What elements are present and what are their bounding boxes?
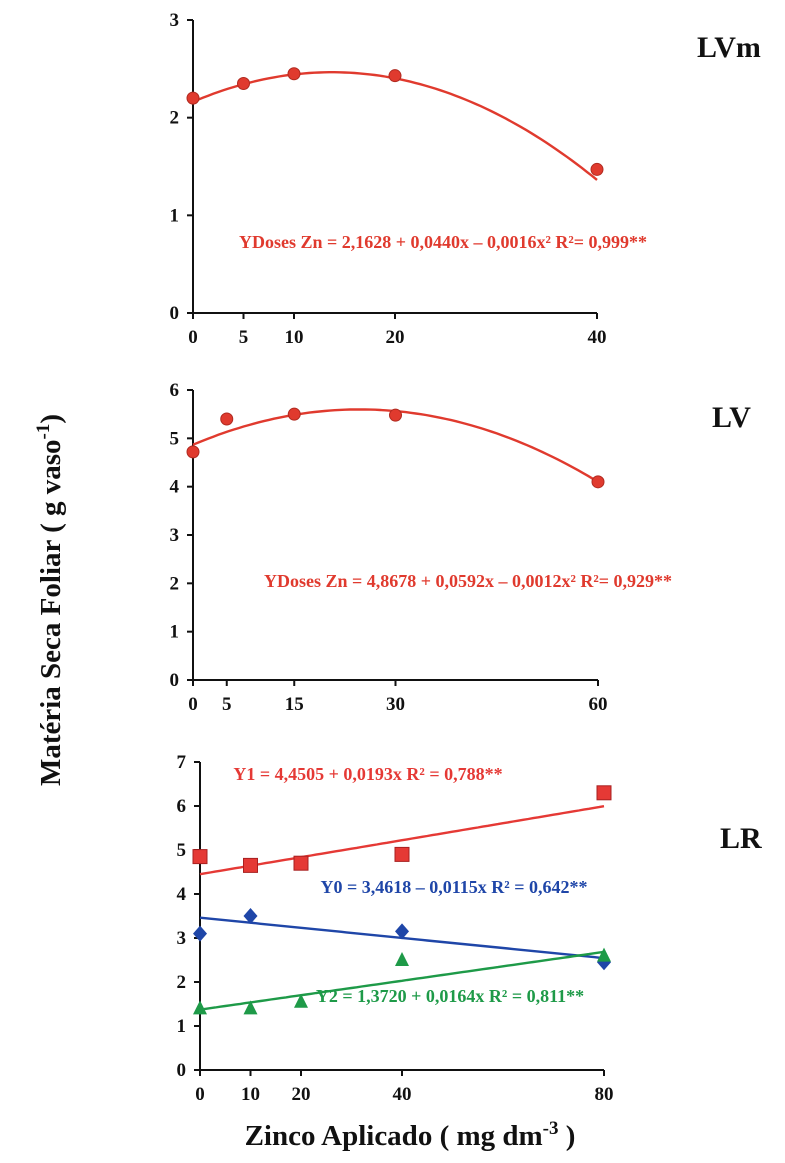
x-axis-title-sup: -3 [543, 1118, 559, 1139]
y-tick-label: 1 [170, 205, 180, 226]
data-point-LV [186, 445, 200, 459]
y-tick-label: 1 [170, 622, 180, 643]
fit-line-Y2 [199, 950, 605, 1011]
y-tick-label: 4 [170, 477, 180, 498]
equation-Y2: Y2 = 1,3720 + 0,0164x R² = 0,811** [316, 986, 584, 1006]
x-axis-title-text: Zinco Aplicado ( mg dm [245, 1120, 543, 1152]
y-tick-label: 2 [170, 108, 180, 129]
fit-line-LVm [192, 71, 598, 181]
x-tick-label: 30 [386, 694, 405, 715]
equation-Y0: Y0 = 3,4618 – 0,0115x R² = 0,642** [321, 877, 588, 897]
y-axis-title-sup: -1 [33, 424, 54, 440]
data-point-Y2 [597, 947, 611, 962]
x-axis-title: Zinco Aplicado ( mg dm-3 ) [245, 1118, 576, 1152]
x-tick-label: 0 [188, 694, 198, 715]
x-tick-label: 0 [195, 1084, 205, 1105]
y-tick-label: 3 [170, 525, 180, 546]
data-point-Y2 [243, 1000, 258, 1015]
data-point-Y0 [243, 908, 258, 924]
y-tick-label: 3 [170, 10, 180, 31]
x-tick-label: 60 [589, 694, 608, 715]
y-tick-label: 6 [170, 380, 180, 401]
equation-LVm: YDoses Zn = 2,1628 + 0,0440x – 0,0016x² … [239, 232, 647, 252]
y-tick-label: 2 [170, 573, 180, 594]
data-point-LV [389, 408, 402, 422]
equation-Y1: Y1 = 4,4505 + 0,0193x R² = 0,788** [233, 764, 502, 784]
panel-label: LVm [697, 31, 761, 64]
x-tick-label: 15 [285, 694, 304, 715]
x-tick-label: 10 [285, 327, 304, 348]
y-axis-title-text: Matéria Seca Foliar ( g vaso [35, 439, 67, 786]
panel-label: LV [712, 401, 751, 434]
data-point-LVm [388, 69, 402, 83]
data-point-Y1 [293, 855, 309, 871]
data-point-Y0 [395, 923, 409, 940]
y-tick-label: 7 [177, 752, 187, 773]
x-tick-label: 5 [239, 327, 249, 348]
y-tick-label: 1 [177, 1016, 187, 1037]
x-tick-label: 0 [188, 327, 198, 348]
x-tick-label: 80 [595, 1084, 614, 1105]
y-tick-label: 3 [177, 928, 187, 949]
y-tick-label: 4 [177, 884, 187, 905]
data-point-Y2 [395, 952, 409, 966]
data-point-Y2 [294, 993, 308, 1008]
data-point-Y2 [193, 1000, 207, 1015]
data-point-LV [287, 407, 301, 421]
data-point-LVm [186, 91, 200, 105]
x-tick-label: 10 [241, 1084, 260, 1105]
data-point-Y1 [243, 857, 258, 873]
data-point-Y1 [192, 849, 208, 865]
x-axis-title-end: ) [559, 1120, 576, 1152]
data-point-Y0 [193, 925, 207, 942]
x-tick-label: 20 [292, 1084, 311, 1105]
y-tick-label: 6 [177, 796, 187, 817]
panel-LVm: 0 1 2 3 0 5 10 20 40 LVm YDoses Zn = 2,1628 + 0,04… [170, 10, 761, 348]
data-point-LVm [287, 67, 301, 81]
panel-label: LR [720, 822, 762, 855]
y-tick-label: 5 [177, 840, 187, 861]
y-tick-label: 0 [170, 670, 180, 691]
y-axis-title-end: ) [35, 414, 67, 424]
panel-LR: 0 1 2 3 4 5 6 7 0 10 20 40 80 LR Y1 = 4,4505 + 0,0193x… [177, 752, 763, 1105]
data-point-LVm [590, 162, 604, 176]
x-tick-label: 5 [222, 694, 232, 715]
y-tick-label: 0 [177, 1060, 187, 1081]
fit-line-Y1 [199, 805, 605, 876]
data-point-Y1 [596, 785, 612, 801]
x-tick-label: 40 [393, 1084, 412, 1105]
x-tick-label: 20 [386, 327, 405, 348]
y-tick-label: 0 [170, 303, 180, 324]
data-point-LV [220, 412, 234, 426]
x-tick-label: 40 [588, 327, 607, 348]
equation-LV: YDoses Zn = 4,8678 + 0,0592x – 0,0012x² … [264, 571, 672, 591]
y-axis-title: Matéria Seca Foliar ( g vaso-1) [33, 414, 67, 786]
y-tick-label: 5 [170, 428, 180, 449]
data-point-LVm [237, 76, 250, 90]
data-point-LV [591, 475, 605, 489]
data-point-Y1 [394, 846, 410, 862]
y-tick-label: 2 [177, 972, 187, 993]
